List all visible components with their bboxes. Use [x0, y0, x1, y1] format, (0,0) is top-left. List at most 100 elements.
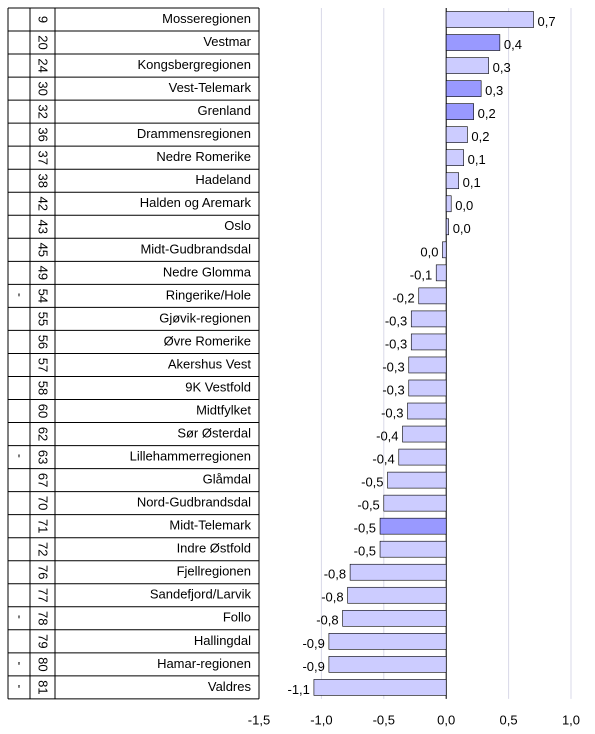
bar: [410, 333, 447, 351]
x-tick-label: -0,5: [373, 712, 395, 727]
bar: [445, 34, 501, 51]
value-label: 0,4: [504, 37, 522, 52]
value-label: 0,0: [420, 244, 438, 259]
category-label: Halden og Aremark: [140, 195, 252, 210]
value-label: -0,4: [372, 452, 394, 467]
category-label: Midt-Telemark: [169, 518, 251, 533]
category-label: Indre Østfold: [177, 541, 251, 556]
flag-label: ': [18, 659, 20, 674]
rank-label: 80: [36, 657, 51, 671]
x-tick-label: 0,5: [500, 712, 518, 727]
category-label: Nord-Gudbrandsdal: [137, 495, 251, 510]
rank-label: 20: [36, 35, 51, 49]
bar: [408, 379, 447, 397]
category-label: Hadeland: [195, 172, 251, 187]
category-label: Hamar-regionen: [157, 656, 251, 671]
rank-label: 81: [36, 680, 51, 694]
bar: [379, 517, 447, 535]
value-label: 0,1: [468, 152, 486, 167]
value-label: -0,5: [357, 498, 379, 513]
value-label: 0,0: [453, 221, 471, 236]
category-label: Valdres: [208, 679, 252, 694]
value-label: 0,3: [493, 60, 511, 75]
rank-label: 58: [36, 381, 51, 395]
bar: [435, 264, 447, 282]
value-label: -0,5: [361, 475, 383, 490]
category-label: Vest-Telemark: [169, 80, 252, 95]
flag-label: ': [18, 452, 20, 467]
value-label: -0,4: [376, 428, 398, 443]
rank-label: 62: [36, 427, 51, 441]
category-label: Mosseregionen: [162, 11, 251, 26]
category-label: Midtfylket: [196, 402, 251, 417]
rank-label: 24: [36, 58, 51, 72]
category-label: Fjellregionen: [177, 564, 251, 579]
bar: [410, 310, 447, 328]
value-label: -0,3: [385, 313, 407, 328]
category-label: Sandefjord/Larvik: [150, 587, 252, 602]
value-label: -0,3: [382, 359, 404, 374]
rank-label: 76: [36, 565, 51, 579]
rank-label: 57: [36, 358, 51, 372]
category-label: Ringerike/Hole: [166, 287, 251, 302]
bar: [387, 471, 447, 489]
bar: [402, 425, 447, 443]
value-label: -0,8: [316, 613, 338, 628]
value-label: -0,5: [354, 521, 376, 536]
rank-label: 36: [36, 127, 51, 141]
bar: [445, 80, 482, 97]
value-label: -0,2: [392, 290, 414, 305]
bar: [445, 11, 534, 28]
value-label: -0,3: [385, 336, 407, 351]
value-label: -0,1: [410, 267, 432, 282]
value-label: 0,0: [455, 198, 473, 213]
bar: [445, 103, 474, 120]
rank-label: 71: [36, 519, 51, 533]
bar: [398, 448, 447, 466]
rank-label: 9: [36, 16, 51, 23]
rank-label: 54: [36, 289, 51, 303]
rank-label: 70: [36, 496, 51, 510]
x-tick-label: 0,0: [437, 712, 455, 727]
flag-label: ': [18, 682, 20, 697]
category-label: Follo: [223, 610, 251, 625]
category-label: Øvre Romerike: [164, 333, 251, 348]
value-label: -0,8: [321, 590, 343, 605]
bar: [328, 633, 447, 650]
value-label: -0,3: [382, 382, 404, 397]
bar: [328, 656, 447, 673]
rank-label: 37: [36, 150, 51, 164]
rank-label: 38: [36, 173, 51, 187]
value-label: -0,5: [354, 544, 376, 559]
rank-label: 77: [36, 588, 51, 602]
category-label: Grenland: [198, 103, 251, 118]
x-tick-label: 1,0: [562, 712, 580, 727]
value-label: 0,1: [463, 175, 481, 190]
rank-label: 42: [36, 197, 51, 211]
flag-label: ': [18, 613, 20, 628]
value-label: 0,3: [485, 83, 503, 98]
rank-label: 43: [36, 220, 51, 234]
bar: [347, 586, 447, 604]
bar: [383, 494, 447, 512]
category-label: Glåmdal: [203, 472, 252, 487]
value-label: -0,3: [381, 405, 403, 420]
rank-label: 72: [36, 542, 51, 556]
bar: [445, 149, 464, 166]
category-label: Midt-Gudbrandsdal: [140, 241, 251, 256]
rank-label: 63: [36, 450, 51, 464]
bar: [313, 679, 447, 696]
flag-label: ': [18, 290, 20, 305]
value-label: -0,9: [302, 636, 324, 651]
bar: [445, 57, 489, 74]
category-label: Sør Østerdal: [177, 425, 251, 440]
category-label: Gjøvik-regionen: [159, 310, 251, 325]
rank-label: 60: [36, 404, 51, 418]
bar: [408, 356, 447, 374]
rank-label: 45: [36, 243, 51, 257]
category-label: Nedre Romerike: [156, 149, 251, 164]
bar: [445, 195, 452, 213]
value-label: -0,9: [302, 659, 324, 674]
rank-label: 49: [36, 266, 51, 280]
